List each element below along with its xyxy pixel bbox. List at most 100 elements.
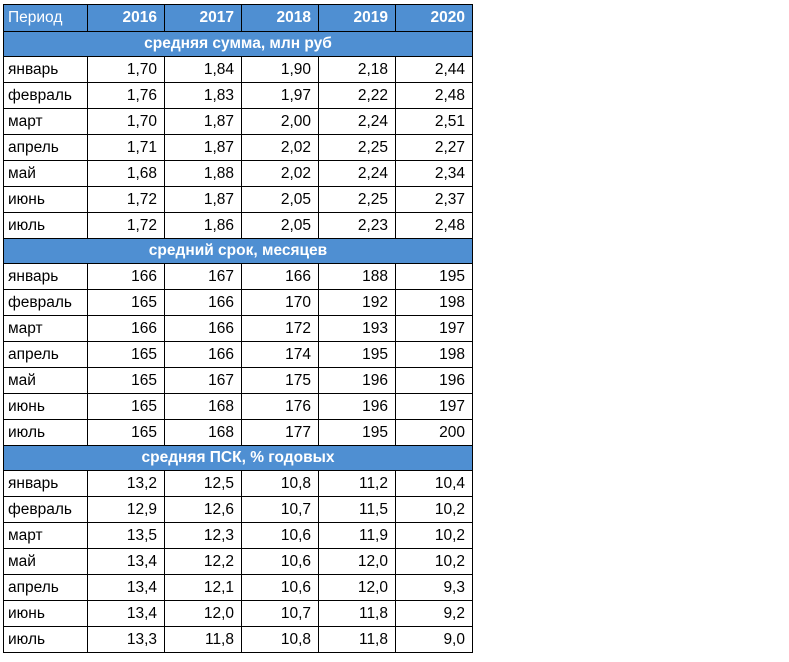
value-cell: 10,6 — [241, 522, 319, 549]
value-cell: 11,9 — [318, 522, 396, 549]
month-cell: март — [3, 108, 88, 135]
value-cell: 2,05 — [241, 186, 319, 213]
value-cell: 196 — [395, 367, 473, 394]
value-cell: 10,4 — [395, 470, 473, 497]
value-cell: 167 — [164, 367, 242, 394]
table-row: май 165 167 175 196 196 — [3, 367, 473, 394]
value-cell: 11,8 — [164, 626, 242, 653]
month-cell: май — [3, 367, 88, 394]
month-cell: февраль — [3, 289, 88, 316]
value-cell: 12,0 — [318, 574, 396, 601]
value-cell: 2,02 — [241, 160, 319, 187]
value-cell: 1,87 — [164, 108, 242, 135]
value-cell: 9,2 — [395, 600, 473, 627]
value-cell: 1,87 — [164, 134, 242, 161]
value-cell: 11,8 — [318, 626, 396, 653]
value-cell: 1,72 — [87, 186, 165, 213]
value-cell: 10,2 — [395, 496, 473, 523]
value-cell: 1,97 — [241, 82, 319, 109]
value-cell: 10,6 — [241, 574, 319, 601]
section-title: средняя ПСК, % годовых — [3, 445, 473, 471]
value-cell: 166 — [241, 263, 319, 290]
month-cell: январь — [3, 263, 88, 290]
value-cell: 2,25 — [318, 134, 396, 161]
value-cell: 166 — [87, 263, 165, 290]
period-column-header: Период — [3, 4, 88, 32]
value-cell: 165 — [87, 289, 165, 316]
table-body: Период 2016 2017 2018 2019 2020 средняя … — [3, 4, 473, 653]
section-header-row: средняя ПСК, % годовых — [3, 445, 473, 471]
value-cell: 176 — [241, 393, 319, 420]
value-cell: 167 — [164, 263, 242, 290]
table-row: апрель 165 166 174 195 198 — [3, 341, 473, 368]
value-cell: 2,18 — [318, 56, 396, 83]
value-cell: 168 — [164, 393, 242, 420]
table-row: январь 1,70 1,84 1,90 2,18 2,44 — [3, 56, 473, 83]
value-cell: 197 — [395, 315, 473, 342]
value-cell: 2,24 — [318, 108, 396, 135]
value-cell: 1,70 — [87, 108, 165, 135]
value-cell: 2,37 — [395, 186, 473, 213]
table-row: май 1,68 1,88 2,02 2,24 2,34 — [3, 160, 473, 187]
month-cell: июнь — [3, 393, 88, 420]
value-cell: 1,72 — [87, 212, 165, 239]
value-cell: 195 — [395, 263, 473, 290]
table-row: февраль 12,9 12,6 10,7 11,5 10,2 — [3, 496, 473, 523]
table-row: январь 166 167 166 188 195 — [3, 263, 473, 290]
month-cell: апрель — [3, 341, 88, 368]
value-cell: 10,2 — [395, 522, 473, 549]
value-cell: 10,8 — [241, 470, 319, 497]
value-cell: 172 — [241, 315, 319, 342]
value-cell: 1,70 — [87, 56, 165, 83]
table-row: июнь 165 168 176 196 197 — [3, 393, 473, 420]
value-cell: 1,76 — [87, 82, 165, 109]
value-cell: 196 — [318, 367, 396, 394]
value-cell: 11,8 — [318, 600, 396, 627]
value-cell: 166 — [164, 315, 242, 342]
section-title: средняя сумма, млн руб — [3, 31, 473, 57]
table-row: март 13,5 12,3 10,6 11,9 10,2 — [3, 522, 473, 549]
value-cell: 13,5 — [87, 522, 165, 549]
value-cell: 195 — [318, 419, 396, 446]
month-cell: март — [3, 315, 88, 342]
table-row: июль 165 168 177 195 200 — [3, 419, 473, 446]
value-cell: 1,71 — [87, 134, 165, 161]
value-cell: 12,5 — [164, 470, 242, 497]
value-cell: 165 — [87, 341, 165, 368]
month-cell: январь — [3, 470, 88, 497]
value-cell: 1,84 — [164, 56, 242, 83]
value-cell: 11,2 — [318, 470, 396, 497]
value-cell: 165 — [87, 367, 165, 394]
value-cell: 2,48 — [395, 212, 473, 239]
value-cell: 12,3 — [164, 522, 242, 549]
value-cell: 2,34 — [395, 160, 473, 187]
value-cell: 2,02 — [241, 134, 319, 161]
value-cell: 12,2 — [164, 548, 242, 575]
value-cell: 197 — [395, 393, 473, 420]
value-cell: 1,87 — [164, 186, 242, 213]
value-cell: 13,4 — [87, 548, 165, 575]
value-cell: 2,51 — [395, 108, 473, 135]
section-header-row: средний срок, месяцев — [3, 238, 473, 264]
value-cell: 12,0 — [318, 548, 396, 575]
year-column-header: 2019 — [318, 4, 396, 32]
table-row: февраль 1,76 1,83 1,97 2,22 2,48 — [3, 82, 473, 109]
value-cell: 9,3 — [395, 574, 473, 601]
value-cell: 196 — [318, 393, 396, 420]
table-row: февраль 165 166 170 192 198 — [3, 289, 473, 316]
value-cell: 174 — [241, 341, 319, 368]
table-row: июль 13,3 11,8 10,8 11,8 9,0 — [3, 626, 473, 653]
value-cell: 10,6 — [241, 548, 319, 575]
month-cell: апрель — [3, 574, 88, 601]
value-cell: 12,6 — [164, 496, 242, 523]
value-cell: 2,24 — [318, 160, 396, 187]
table-row: май 13,4 12,2 10,6 12,0 10,2 — [3, 548, 473, 575]
statistics-table: Период 2016 2017 2018 2019 2020 средняя … — [3, 4, 473, 653]
value-cell: 2,48 — [395, 82, 473, 109]
value-cell: 2,05 — [241, 212, 319, 239]
value-cell: 175 — [241, 367, 319, 394]
table-row: июнь 13,4 12,0 10,7 11,8 9,2 — [3, 600, 473, 627]
month-cell: февраль — [3, 496, 88, 523]
value-cell: 10,2 — [395, 548, 473, 575]
table-row: апрель 13,4 12,1 10,6 12,0 9,3 — [3, 574, 473, 601]
